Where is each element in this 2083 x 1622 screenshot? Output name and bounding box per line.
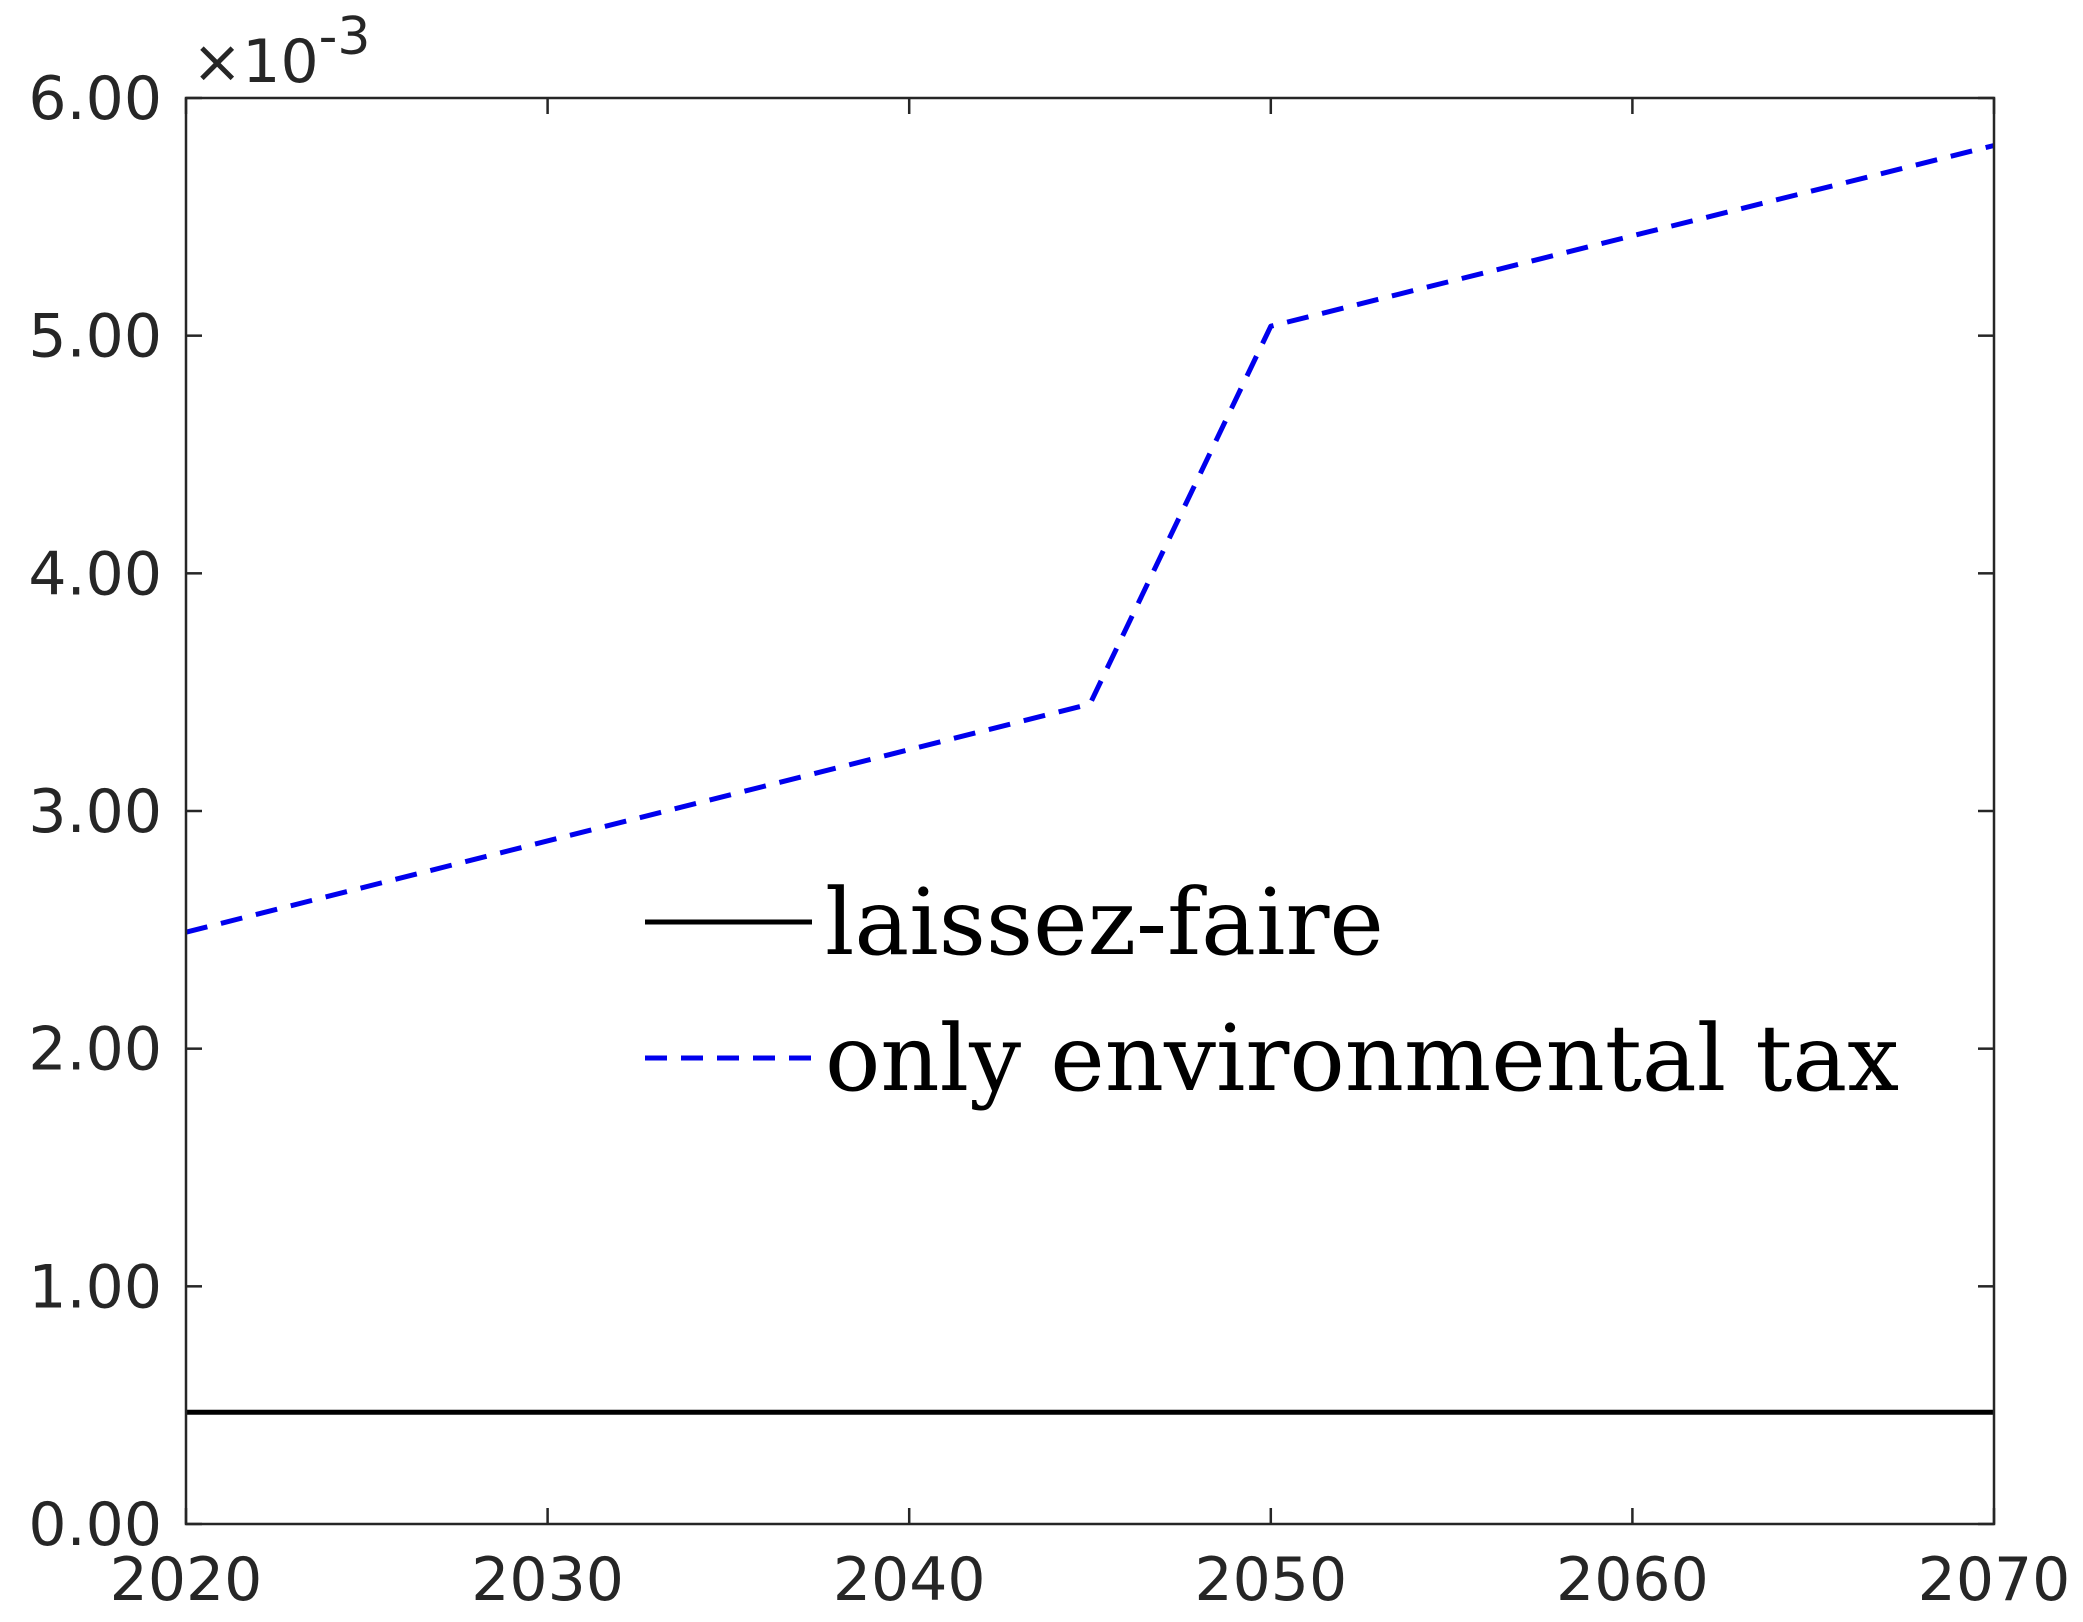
y-tick-label: 0.00: [28, 1490, 162, 1560]
y-tick-label: 5.00: [28, 302, 162, 372]
x-tick-label: 2070: [1918, 1545, 2071, 1615]
x-tick-label: 2060: [1556, 1545, 1709, 1615]
legend-label-only-environmental-tax: only environmental tax: [825, 1005, 1899, 1112]
x-tick-label: 2050: [1194, 1545, 1347, 1615]
legend-label-laissez-faire: laissez-faire: [825, 869, 1384, 976]
y-exponent-label: ×10-3: [192, 7, 370, 97]
plot-area: [186, 98, 1994, 1524]
tick-layer: 2020 2030 2040 2050 2060 2070 0.00 1.00 2.00 3.00…: [28, 64, 2070, 1615]
y-tick-label: 1.00: [28, 1252, 162, 1322]
y-tick-label: 4.00: [28, 539, 162, 609]
x-tick-label: 2020: [110, 1545, 263, 1615]
y-tick-label: 6.00: [28, 64, 162, 134]
y-exponent-superscript: -3: [319, 7, 371, 67]
x-tick-label: 2040: [833, 1545, 986, 1615]
y-tick-label: 3.00: [28, 777, 162, 847]
y-tick-label: 2.00: [28, 1015, 162, 1085]
legend: laissez-faire only environmental tax: [645, 869, 1899, 1112]
x-tick-label: 2030: [471, 1545, 624, 1615]
series-layer: [185, 143, 1995, 1415]
